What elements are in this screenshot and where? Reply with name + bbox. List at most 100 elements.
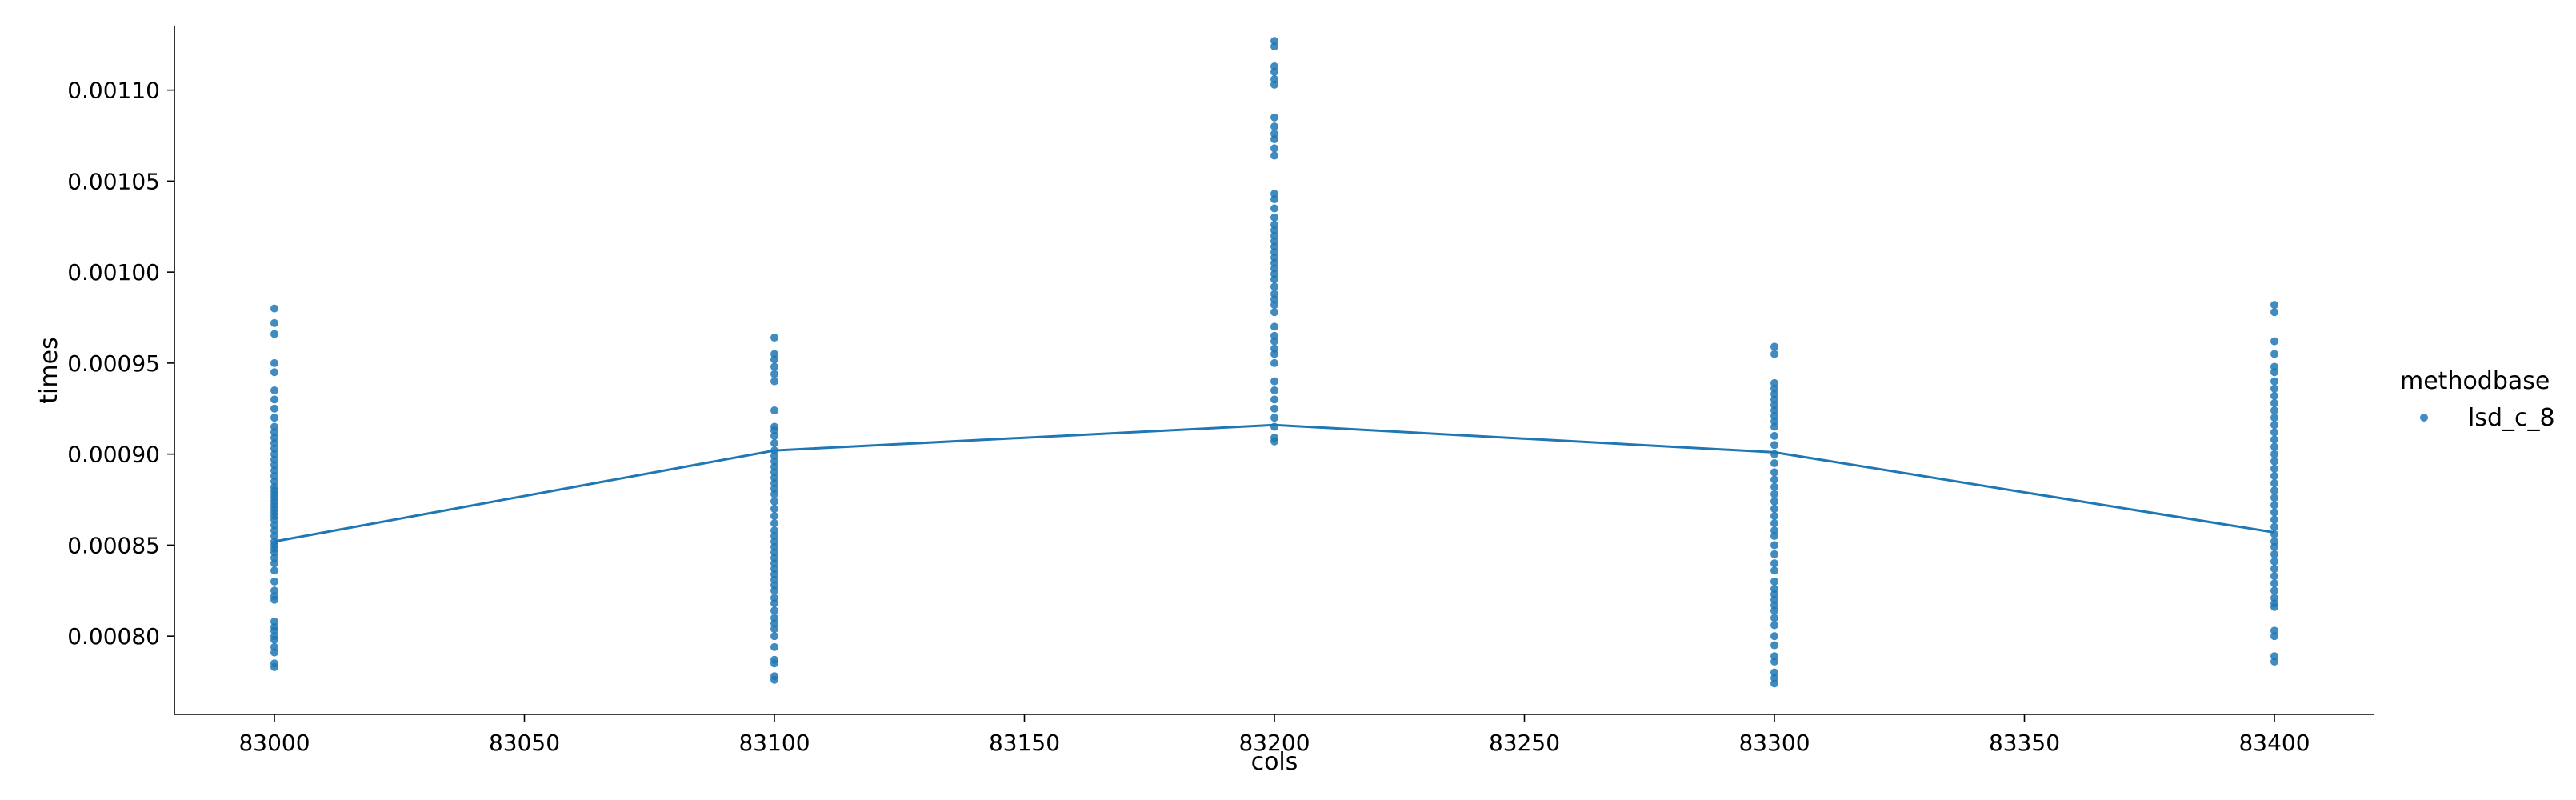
x-tick-label: 83100 xyxy=(738,730,810,756)
points-layer xyxy=(270,37,2278,688)
data-point xyxy=(2270,435,2278,444)
data-point xyxy=(2270,594,2278,602)
data-point xyxy=(1270,37,1278,46)
data-point xyxy=(770,512,778,521)
data-point xyxy=(1270,144,1278,153)
y-ticks: 0.00080 0.00085 0.00090 0.00095 0.00100 0.001… xyxy=(67,78,174,650)
data-point xyxy=(1270,213,1278,222)
data-point xyxy=(770,370,778,378)
data-point xyxy=(1770,482,1778,491)
data-point xyxy=(270,318,278,327)
data-point xyxy=(1770,559,1778,568)
y-tick-label: 0.00080 xyxy=(67,623,160,650)
data-point xyxy=(2270,537,2278,546)
data-point xyxy=(1270,322,1278,331)
data-point xyxy=(2270,350,2278,358)
data-point xyxy=(770,439,778,448)
data-point xyxy=(2270,391,2278,400)
y-tick-label: 0.00095 xyxy=(67,350,160,377)
data-point xyxy=(270,368,278,377)
data-point xyxy=(2270,486,2278,495)
data-point xyxy=(1770,512,1778,521)
data-point xyxy=(1270,113,1278,122)
y-tick-label: 0.00110 xyxy=(67,78,160,104)
data-point xyxy=(1270,190,1278,198)
data-point xyxy=(2270,501,2278,510)
data-point xyxy=(2270,421,2278,430)
data-point xyxy=(270,395,278,404)
data-point xyxy=(2270,301,2278,310)
data-point xyxy=(270,330,278,338)
data-point xyxy=(2270,406,2278,415)
data-point xyxy=(1270,130,1278,138)
data-point xyxy=(2270,522,2278,531)
data-point xyxy=(1770,577,1778,586)
data-point xyxy=(1270,331,1278,340)
y-axis-label: times xyxy=(35,337,63,403)
data-point xyxy=(270,566,278,575)
data-point xyxy=(770,406,778,415)
y-tick-label: 0.00085 xyxy=(67,532,160,558)
data-point xyxy=(2270,377,2278,386)
data-point xyxy=(1270,62,1278,71)
data-point xyxy=(1770,378,1778,387)
data-point xyxy=(1770,550,1778,558)
data-point xyxy=(1770,541,1778,550)
x-tick-label: 83000 xyxy=(238,730,310,756)
data-point xyxy=(2270,428,2278,437)
data-point xyxy=(1770,585,1778,594)
data-point xyxy=(1770,519,1778,528)
data-point xyxy=(1770,526,1778,535)
data-point xyxy=(1270,220,1278,229)
data-point xyxy=(1770,468,1778,477)
data-point xyxy=(1770,621,1778,630)
legend-label: lsd_c_8 xyxy=(2468,404,2555,432)
data-point xyxy=(2270,579,2278,588)
x-tick-label: 83050 xyxy=(489,730,560,756)
data-point xyxy=(1270,74,1278,83)
data-point xyxy=(1770,350,1778,358)
data-point xyxy=(1270,404,1278,413)
data-point xyxy=(2270,508,2278,517)
data-point xyxy=(1270,344,1278,353)
x-tick-label: 83200 xyxy=(1238,730,1310,756)
data-point xyxy=(1270,151,1278,160)
data-point xyxy=(770,497,778,506)
data-point xyxy=(2270,471,2278,480)
data-point xyxy=(2270,626,2278,635)
data-point xyxy=(1270,414,1278,422)
data-point xyxy=(770,632,778,641)
data-point xyxy=(2270,515,2278,524)
y-tick-label: 0.00090 xyxy=(67,442,160,468)
data-point xyxy=(270,586,278,595)
data-point xyxy=(270,358,278,367)
x-axis-label: cols xyxy=(1251,748,1298,776)
data-point xyxy=(270,386,278,395)
data-point xyxy=(1770,566,1778,575)
x-ticks: 83000 83050 83100 83150 83200 83250 83300 83350… xyxy=(238,714,2310,756)
data-point xyxy=(1770,431,1778,440)
data-point xyxy=(2270,384,2278,393)
data-point xyxy=(270,414,278,422)
data-point xyxy=(2270,457,2278,466)
mean-line-layer xyxy=(274,423,2275,543)
x-tick-label: 83150 xyxy=(989,730,1060,756)
data-point xyxy=(1270,282,1278,291)
data-point xyxy=(2270,557,2278,566)
data-point xyxy=(2270,564,2278,573)
data-point xyxy=(1770,668,1778,677)
legend-title: methodbase xyxy=(2400,367,2550,395)
data-point xyxy=(270,577,278,586)
data-point xyxy=(770,350,778,358)
data-point xyxy=(2270,337,2278,346)
data-point xyxy=(1270,122,1278,131)
series-mean-line xyxy=(274,423,2275,543)
data-point xyxy=(2270,464,2278,473)
data-point xyxy=(1770,441,1778,450)
data-point xyxy=(770,642,778,651)
data-point xyxy=(270,304,278,313)
data-point xyxy=(1770,641,1778,650)
data-point xyxy=(270,659,278,668)
data-point xyxy=(1270,395,1278,404)
